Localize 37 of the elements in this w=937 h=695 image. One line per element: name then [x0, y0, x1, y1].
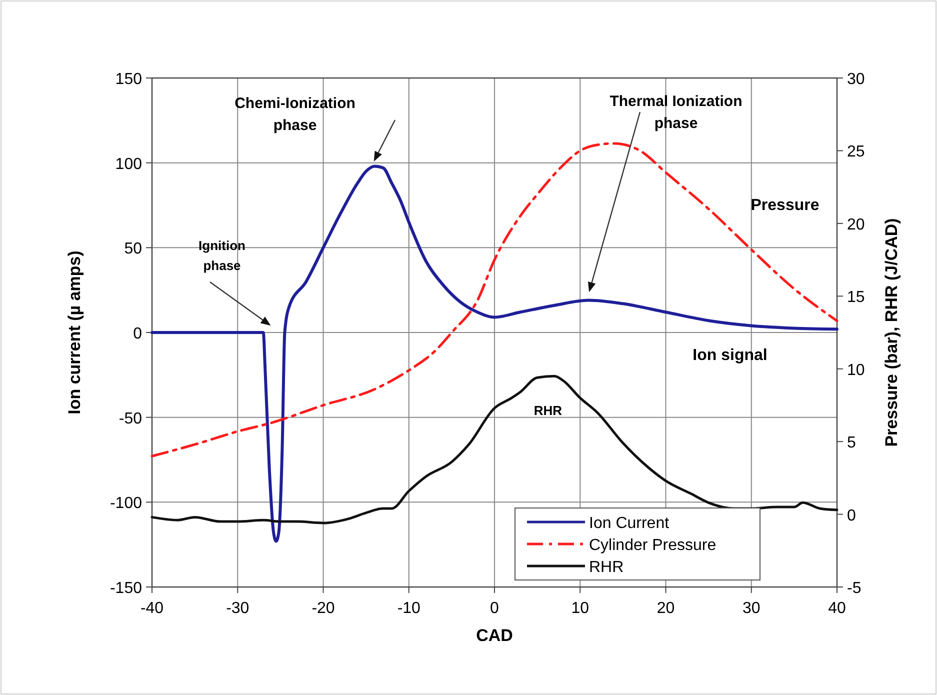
y2-tick-label: 10	[847, 362, 865, 379]
y2-tick-label: 15	[847, 289, 865, 306]
x-tick-label: -30	[226, 600, 250, 617]
annotation: RHR	[534, 403, 563, 418]
legend-label: Cylinder Pressure	[589, 537, 716, 554]
y-tick-label: 150	[115, 71, 142, 88]
y2-tick-label: -5	[847, 580, 862, 597]
annotation: Ion signal	[692, 347, 768, 364]
y2-axis-title: Pressure (bar), RHR (J/CAD)	[882, 218, 901, 447]
x-tick-label: -20	[312, 600, 335, 617]
annotation: Ignition phase	[198, 238, 246, 273]
y-tick-label: -50	[118, 410, 142, 428]
x-tick-label: -10	[397, 600, 421, 617]
x-tick-label: 10	[571, 600, 590, 617]
y2-tick-label: 5	[847, 434, 856, 452]
x-tick-label: 30	[742, 600, 760, 617]
y-tick-label: 50	[124, 240, 142, 258]
x-tick-label: 0	[490, 600, 500, 617]
line-series	[150, 142, 838, 458]
y-tick-label: 100	[115, 156, 142, 173]
annotation: Chemi-Ionization phase	[234, 95, 356, 134]
y2-tick-label: 30	[847, 71, 865, 88]
annotation: Pressure	[750, 197, 820, 214]
y-axis-title: Ion current (µ amps)	[65, 250, 84, 414]
y-tick-label: -150	[110, 580, 142, 597]
annotation: Thermal Ionization phase	[610, 93, 742, 132]
legend-label: RHR	[589, 559, 624, 576]
y-tick-label: -100	[110, 495, 142, 512]
y2-tick-label: 25	[847, 144, 865, 161]
y2-tick-label: 0	[847, 507, 856, 524]
x-tick-label: 40	[828, 600, 846, 617]
x-axis-title: CAD	[476, 626, 513, 645]
x-tick-label: 20	[656, 600, 675, 617]
x-tick-label: -40	[140, 600, 164, 617]
y-tick-label: 0	[133, 326, 142, 342]
legend-label: Ion Current	[589, 515, 670, 532]
y2-tick-label: 20	[847, 216, 865, 234]
